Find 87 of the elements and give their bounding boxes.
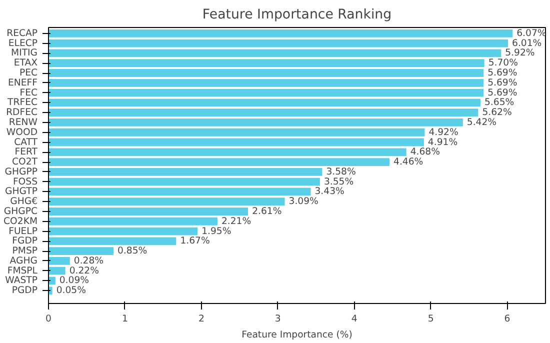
y-tick-label: FERT bbox=[14, 146, 38, 158]
data-label: 1.95% bbox=[202, 226, 232, 237]
data-label: 4.91% bbox=[428, 136, 458, 148]
bar bbox=[48, 208, 248, 216]
data-label: 5.70% bbox=[488, 58, 518, 69]
y-tick-label: PMSP bbox=[12, 246, 38, 257]
x-tick-label: 1 bbox=[122, 314, 128, 324]
y-tick-label: MITIG bbox=[11, 48, 38, 59]
y-tick-label: GHGTP bbox=[5, 186, 38, 198]
y-tick-label: CO2KM bbox=[4, 216, 38, 227]
data-label: 6.01% bbox=[512, 38, 542, 49]
y-tick-label: FMSPL bbox=[7, 265, 38, 276]
y-tick-label: FGDP bbox=[12, 236, 38, 247]
data-label: 5.69% bbox=[488, 68, 518, 79]
chart-title: Feature Importance Ranking bbox=[202, 8, 392, 22]
data-label: 2.61% bbox=[252, 206, 282, 217]
bar bbox=[48, 69, 484, 77]
data-label: 0.09% bbox=[59, 275, 90, 286]
bar bbox=[48, 108, 478, 117]
y-tick-label: GHG€ bbox=[10, 196, 38, 208]
y-tick-label: PGDP bbox=[12, 285, 38, 296]
data-label: 3.58% bbox=[326, 166, 356, 178]
data-label: 5.62% bbox=[482, 107, 512, 118]
data-label: 2.21% bbox=[221, 216, 252, 227]
data-label: 4.46% bbox=[394, 156, 424, 168]
x-tick-label: 4 bbox=[351, 314, 358, 324]
y-tick-label: GHGPP bbox=[4, 166, 38, 178]
y-tick-label: CATT bbox=[14, 136, 38, 148]
bar bbox=[48, 138, 424, 146]
x-tick-label: 6 bbox=[504, 314, 510, 324]
x-tick-label: 5 bbox=[428, 314, 434, 324]
bar bbox=[48, 88, 484, 97]
y-tick-label: ENEFF bbox=[8, 77, 38, 88]
data-label: 0.22% bbox=[69, 265, 100, 276]
y-tick-label: FOSS bbox=[12, 176, 38, 188]
bar bbox=[48, 158, 390, 166]
y-tick-label: FUELP bbox=[8, 226, 38, 237]
bar bbox=[48, 266, 66, 275]
y-tick-label: AGHG bbox=[10, 255, 38, 266]
bar bbox=[48, 59, 484, 68]
y-tick-label: RECAP bbox=[6, 28, 38, 39]
y-tick-label: RDFEC bbox=[6, 107, 38, 118]
bar bbox=[48, 178, 320, 186]
y-tick-label: WASTP bbox=[5, 275, 38, 286]
y-tick-label: PEC bbox=[19, 68, 38, 79]
y-tick-label: ELECP bbox=[8, 38, 38, 49]
bar bbox=[48, 148, 406, 156]
y-tick-label: TRFEC bbox=[6, 97, 38, 108]
bar bbox=[48, 128, 425, 136]
y-tick-label: ETAX bbox=[14, 58, 38, 69]
bar bbox=[48, 237, 176, 246]
bar bbox=[48, 168, 322, 176]
y-tick-label: WOOD bbox=[6, 126, 38, 138]
y-tick-label: RENW bbox=[8, 116, 38, 128]
bar bbox=[48, 78, 484, 87]
x-tick-label: 2 bbox=[198, 314, 204, 324]
bar bbox=[48, 188, 311, 196]
y-tick-label: FEC bbox=[20, 87, 38, 98]
x-tick-label: 0 bbox=[46, 314, 52, 324]
bar bbox=[48, 198, 285, 206]
data-label: 5.69% bbox=[488, 77, 518, 88]
data-label: 0.85% bbox=[117, 246, 148, 257]
bar bbox=[48, 98, 481, 107]
bar bbox=[48, 217, 218, 226]
bar bbox=[48, 227, 198, 236]
data-label: 4.92% bbox=[428, 126, 458, 138]
data-label: 5.42% bbox=[466, 116, 497, 128]
data-label: 5.69% bbox=[488, 87, 518, 98]
data-label: 0.28% bbox=[74, 255, 104, 266]
data-label: 3.43% bbox=[314, 186, 345, 198]
bar bbox=[48, 29, 513, 38]
data-label: 0.05% bbox=[56, 285, 86, 296]
data-label: 5.92% bbox=[505, 48, 535, 59]
y-tick-label: GHGPC bbox=[4, 206, 38, 217]
bar bbox=[48, 49, 502, 58]
x-tick-label: 3 bbox=[274, 314, 281, 324]
bar bbox=[48, 118, 463, 126]
data-label: 5.65% bbox=[484, 97, 514, 108]
data-label: 3.09% bbox=[288, 196, 319, 208]
y-tick-label: CO2T bbox=[12, 156, 38, 168]
data-label: 4.68% bbox=[410, 146, 440, 158]
bar bbox=[48, 39, 508, 48]
bar bbox=[48, 247, 114, 256]
bar bbox=[48, 257, 70, 265]
data-label: 1.67% bbox=[180, 236, 210, 247]
x-axis-title: Feature Importance (%) bbox=[242, 330, 352, 340]
data-label: 3.55% bbox=[324, 176, 354, 188]
